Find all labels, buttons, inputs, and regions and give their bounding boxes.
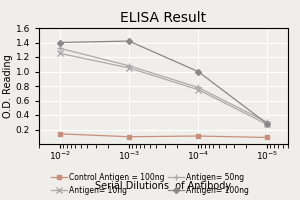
Y-axis label: O.D. Reading: O.D. Reading [3, 54, 13, 118]
Text: $10^{-3}$: $10^{-3}$ [118, 150, 140, 162]
Antigen= 10ng [196, 88, 200, 91]
Text: $10^{-2}$: $10^{-2}$ [49, 150, 71, 162]
Antigen= 100ng [127, 40, 131, 42]
Line: Antigen= 50ng: Antigen= 50ng [57, 46, 270, 125]
Control Antigen = 100ng [127, 136, 131, 138]
Antigen= 50ng [58, 47, 61, 49]
Legend: Control Antigen = 100ng, Antigen= 10ng, Antigen= 50ng, Antigen= 100ng: Control Antigen = 100ng, Antigen= 10ng, … [50, 171, 250, 196]
Title: ELISA Result: ELISA Result [120, 11, 207, 25]
Antigen= 50ng [266, 121, 269, 123]
Text: $10^{-5}$: $10^{-5}$ [256, 150, 278, 162]
Text: Serial Dilutions  of Antibody: Serial Dilutions of Antibody [95, 181, 232, 191]
Line: Control Antigen = 100ng: Control Antigen = 100ng [58, 132, 269, 140]
Antigen= 100ng [58, 41, 61, 44]
Text: $10^{-4}$: $10^{-4}$ [187, 150, 209, 162]
Line: Antigen= 10ng: Antigen= 10ng [57, 51, 270, 127]
Control Antigen = 100ng [266, 136, 269, 139]
Line: Antigen= 100ng: Antigen= 100ng [58, 39, 269, 126]
Antigen= 10ng [127, 67, 131, 69]
Antigen= 10ng [266, 123, 269, 126]
Antigen= 100ng [266, 122, 269, 125]
Control Antigen = 100ng [196, 135, 200, 137]
Control Antigen = 100ng [58, 133, 61, 135]
Antigen= 10ng [58, 52, 61, 55]
Antigen= 100ng [196, 70, 200, 73]
Antigen= 50ng [196, 86, 200, 89]
Antigen= 50ng [127, 64, 131, 67]
